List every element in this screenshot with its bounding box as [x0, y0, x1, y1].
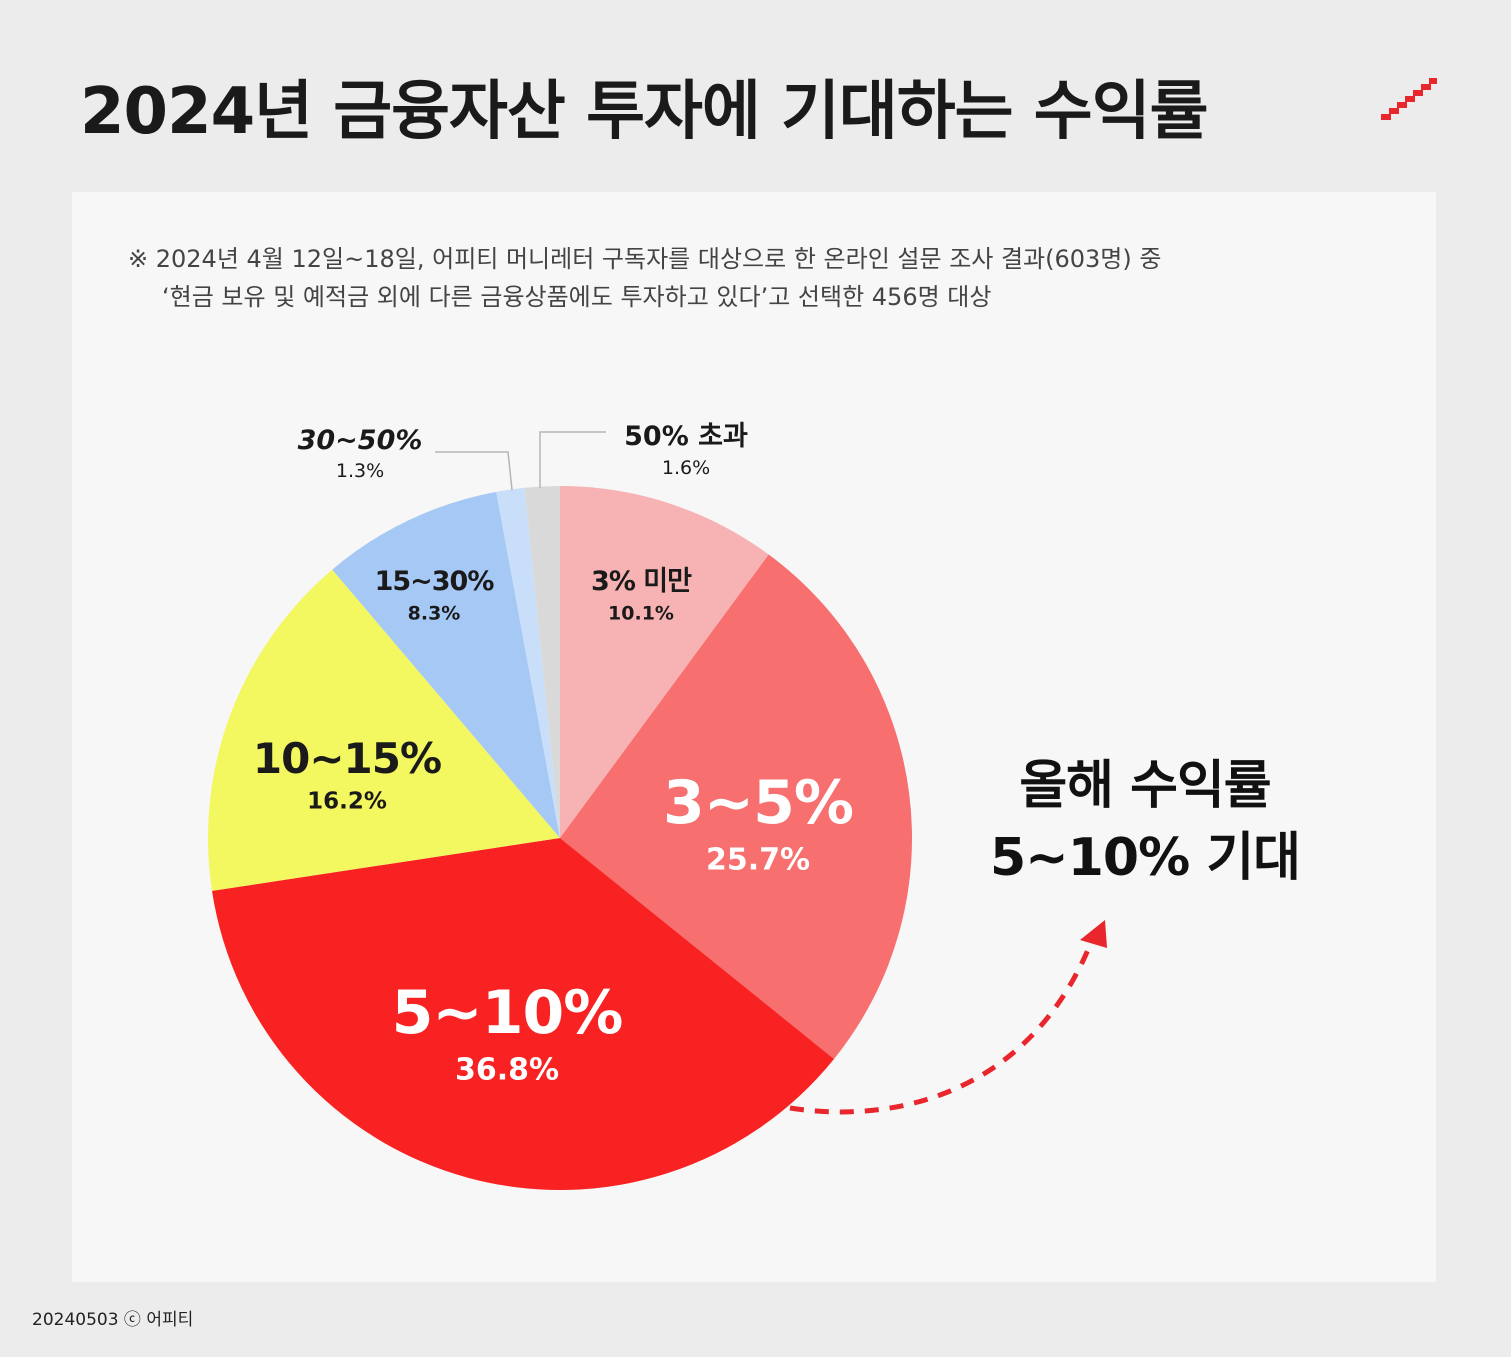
- slice-name: 30~50%: [297, 425, 423, 456]
- pie-slice: [208, 569, 561, 891]
- survey-note: ※ 2024년 4월 12일~18일, 어피티 머니레터 구독자를 대상으로 한…: [128, 240, 1161, 316]
- brand-logo-icon: [1381, 78, 1437, 120]
- pie-slice: [496, 487, 560, 838]
- page-title: 2024년 금융자산 투자에 기대하는 수익률: [80, 75, 1208, 149]
- callout-arrow-head: [1080, 920, 1107, 948]
- callout-line-1: 올해 수익률: [1019, 756, 1271, 816]
- slice-pct-label: 36.8%: [455, 1053, 559, 1088]
- leader-line: [435, 451, 513, 491]
- callout-text: 올해 수익률 5~10% 기대: [989, 750, 1301, 894]
- callout-arrow-line: [789, 944, 1093, 1115]
- survey-note-line-1: ※ 2024년 4월 12일~18일, 어피티 머니레터 구독자를 대상으로 한…: [128, 245, 1162, 273]
- pie-slice: [211, 838, 835, 1191]
- pie-slice: [524, 486, 560, 838]
- slice-pct-label: 16.2%: [307, 789, 387, 815]
- slice-name-label: 10~15%: [253, 734, 441, 783]
- pie-slice: [560, 554, 912, 1059]
- slice-pct-label: 10.1%: [608, 602, 674, 624]
- slice-label-over-50: 50% 초과 1.6%: [624, 414, 748, 479]
- slice-pct-label: 25.7%: [706, 843, 810, 878]
- slice-name-label: 5~10%: [392, 978, 623, 1048]
- slice-label-30-50: 30~50% 1.3%: [298, 425, 423, 482]
- slice-pct: 1.6%: [661, 457, 711, 479]
- pie-slice: [560, 486, 769, 838]
- survey-note-line-2: ‘현금 보유 및 예적금 외에 다른 금융상품에도 투자하고 있다’고 선택한 …: [162, 283, 992, 311]
- pie-slice: [332, 491, 560, 838]
- slice-pct: 1.3%: [335, 460, 385, 482]
- slice-name-label: 3% 미만: [591, 566, 692, 597]
- slice-name: 50% 초과: [624, 421, 748, 452]
- slice-name-label: 15~30%: [375, 566, 495, 597]
- slice-name-label: 3~5%: [663, 768, 853, 838]
- footer-credit: 20240503 ⓒ 어피티: [32, 1310, 194, 1330]
- callout-line-2: 5~10% 기대: [989, 828, 1301, 888]
- slice-pct-label: 8.3%: [408, 602, 461, 624]
- leader-line: [539, 431, 606, 488]
